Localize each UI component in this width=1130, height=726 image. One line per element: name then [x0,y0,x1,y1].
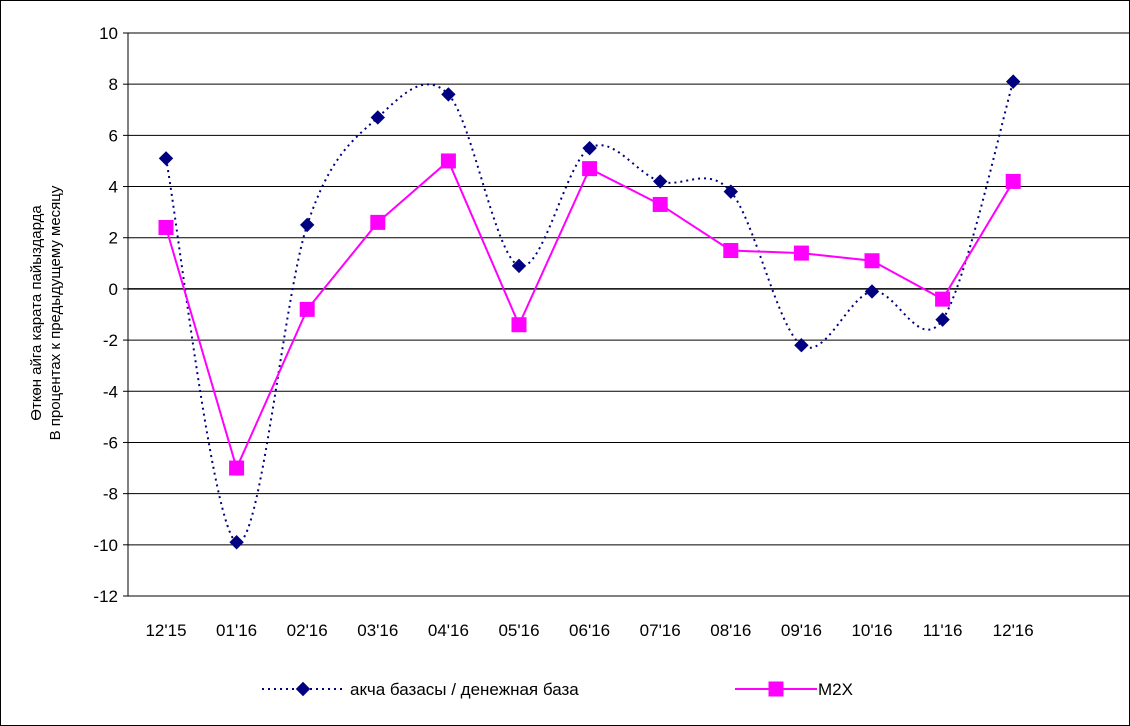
x-tick-label: 01'16 [216,621,257,640]
x-tick-label: 09'16 [781,621,822,640]
series-1-point [652,174,668,189]
series-1-point [1005,74,1021,89]
x-tick-label: 08'16 [710,621,751,640]
legend-item-2: М2Х [735,680,853,699]
y-tick-labels: -12 -10 -8 -6 -4 -2 0 2 4 6 8 10 [93,24,118,606]
series-1-point [441,87,456,102]
x-tick-label: 05'16 [498,621,539,640]
series-2-line [165,159,1015,471]
series-1 [158,74,1021,550]
series-1-point [229,535,244,550]
y-tick-label: 2 [109,229,118,248]
series-1-point [370,110,386,125]
series-1-point [935,312,950,327]
x-tick-label: 02'16 [287,621,328,640]
legend-marker [295,681,311,697]
y-tick-label: 0 [109,280,118,299]
series-2-point [511,317,527,333]
y-tick-label: -12 [93,587,118,606]
x-tick-label: 11'16 [923,621,963,640]
axes [123,32,1130,597]
series-1-point [864,284,880,299]
series-1-point [299,217,315,233]
y-tick-label: 6 [109,126,118,145]
y-axis-label-line-1: Өткөн айга карата пайыздарда [28,205,45,421]
x-tick-label: 12'15 [145,621,186,640]
x-tick-label: 04'16 [428,621,469,640]
series-2-point [793,245,809,261]
y-tick-label: -10 [93,536,118,555]
series-2-point [440,153,456,169]
series-1-point [582,140,597,156]
legend-label: М2Х [818,680,853,699]
series-1-point [723,184,739,199]
y-tick-label: -2 [103,331,118,350]
legend-item-1: акча базасы / денежная база [262,680,579,699]
series-2-point [935,291,951,307]
y-tick-label: 10 [99,24,118,43]
x-tick-label: 10'16 [851,621,892,640]
x-tick-label: 06'16 [569,621,610,640]
series-2-point [652,196,668,212]
legend-marker [768,681,784,697]
x-tick-label: 12'16 [993,621,1034,640]
series-2-point [864,253,880,269]
y-axis-label-line-2: В процентах к предыдущему месяцу [47,185,64,440]
series-2-point [723,243,739,259]
series-2-point [158,219,174,235]
y-axis-label: Өткөн айга карата пайыздарда В процентах… [28,185,64,440]
x-tick-label: 03'16 [357,621,398,640]
y-tick-label: 8 [109,75,118,94]
gridlines [128,32,1130,597]
y-tick-label: -8 [103,485,118,504]
legend: акча базасы / денежная база М2Х [262,680,853,699]
series-2-point [299,301,315,317]
x-tick-labels: 12'15 01'16 02'16 03'16 04'16 05'16 06'16 07'16… [145,621,1033,640]
y-tick-label: 4 [109,178,118,197]
y-tick-label: -6 [103,433,118,452]
series-2 [158,153,1021,476]
x-tick-label: 07'16 [640,621,681,640]
y-tick-label: -4 [103,382,118,401]
series-2-point [582,161,598,177]
series-1-point [511,258,527,274]
series-group [158,74,1021,550]
series-2-point [1005,173,1021,189]
series-1-point [794,338,809,353]
legend-label: акча базасы / денежная база [350,680,579,699]
series-1-point [158,151,174,166]
series-2-point [229,460,245,476]
series-2-point [370,214,386,230]
